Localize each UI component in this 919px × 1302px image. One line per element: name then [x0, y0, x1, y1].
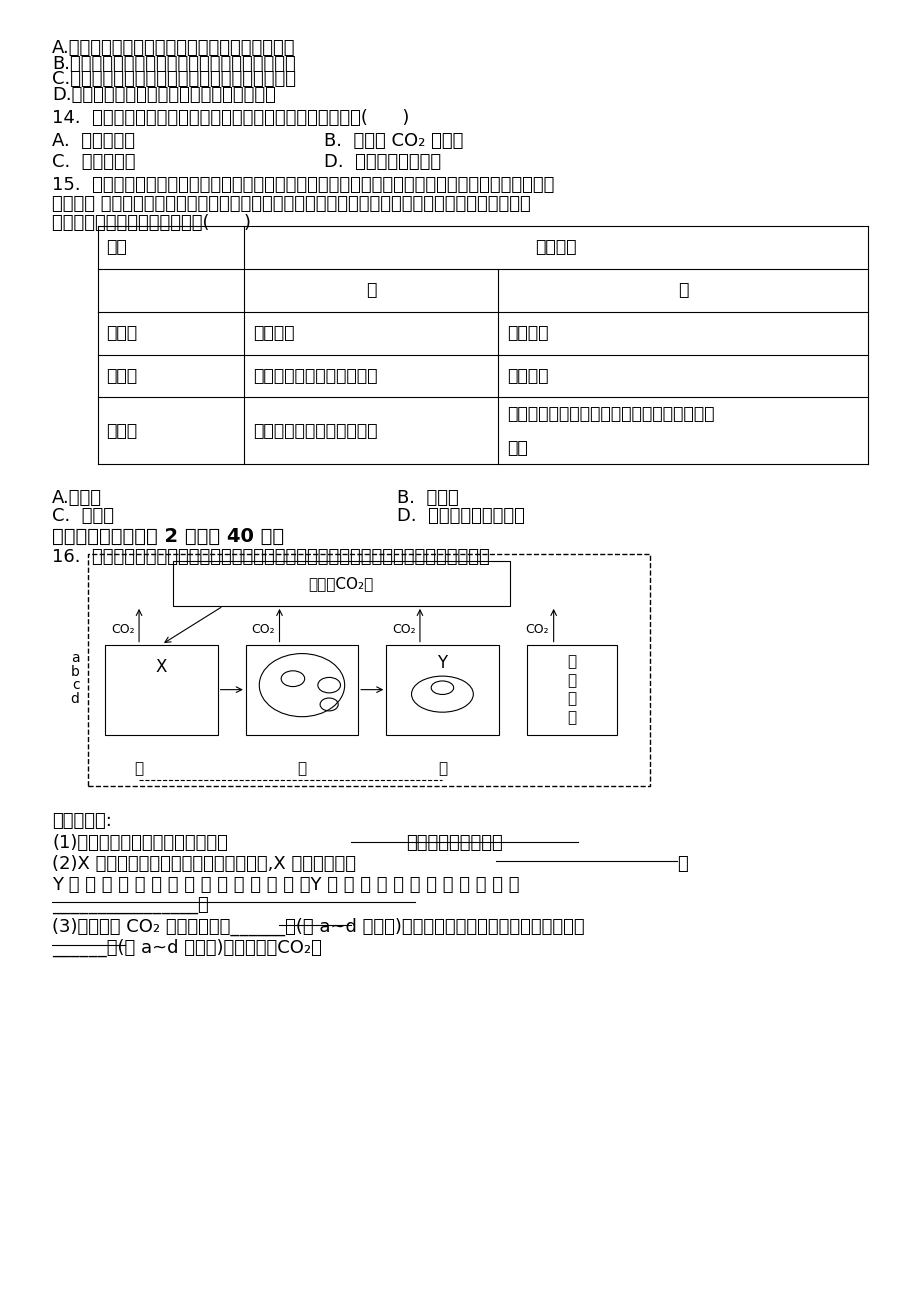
Text: C.  方案三: C. 方案三 — [52, 506, 114, 525]
Text: Y: Y — [437, 654, 447, 672]
Text: 方案三: 方案三 — [107, 422, 138, 440]
Text: ；: ； — [676, 854, 687, 872]
Text: 乙: 乙 — [297, 760, 306, 776]
Text: 丙: 丙 — [437, 760, 447, 776]
Text: CO₂: CO₂ — [251, 622, 275, 635]
Text: 件下: 件下 — [506, 439, 528, 457]
Text: 所示。哪种实验方案能达到目的(      ): 所示。哪种实验方案能达到目的( ) — [52, 215, 251, 232]
Text: b: b — [71, 664, 79, 678]
Text: 甲: 甲 — [366, 281, 376, 299]
Text: 二、填空题：（每题 2 分，共 40 分）: 二、填空题：（每题 2 分，共 40 分） — [52, 527, 284, 547]
Text: D.沼气池中的微生物也是该生态系统的分解者: D.沼气池中的微生物也是该生态系统的分解者 — [52, 86, 276, 104]
Text: A.微生物也能利用农作物通过光合作用储存的能量: A.微生物也能利用农作物通过光合作用储存的能量 — [52, 39, 295, 57]
Text: 化
学
燃
料: 化 学 燃 料 — [566, 654, 575, 725]
Text: 16.  （易）下图为生态系统碳循环示意图，其中甲、乙、丙表示生态系统中的三种成分。: 16. （易）下图为生态系统碳循环示意图，其中甲、乙、丙表示生态系统中的三种成分… — [52, 548, 490, 566]
Bar — [526, 644, 616, 734]
Text: 14.  （易）从物质循环的角度看，人体内的碳元素根本来源于(      ): 14. （易）从物质循环的角度看，人体内的碳元素根本来源于( ) — [52, 108, 409, 126]
Bar — [386, 644, 498, 734]
Text: ________________。: ________________。 — [52, 896, 209, 914]
Text: 自然条件: 自然条件 — [506, 324, 548, 342]
Text: 自然条件: 自然条件 — [506, 367, 548, 385]
Text: (1)生态系统的碳循环是指碳元素在: (1)生态系统的碳循环是指碳元素在 — [52, 833, 228, 852]
Bar — [245, 644, 357, 734]
Text: X: X — [155, 658, 167, 676]
Text: D.  非生物环境中的碳: D. 非生物环境中的碳 — [323, 152, 441, 171]
Text: C.  燃料中的碳: C. 燃料中的碳 — [52, 152, 136, 171]
Text: B.  大气中 CO₂ 中的碳: B. 大气中 CO₂ 中的碳 — [323, 132, 463, 150]
Text: 无菌条件: 无菌条件 — [253, 324, 294, 342]
Text: 15.  （易）某生物兴趣小组的同学为证明某细菌对植物树叶的分解作用，分别提出三种实验方案。其共: 15. （易）某生物兴趣小组的同学为证明某细菌对植物树叶的分解作用，分别提出三种… — [52, 176, 554, 194]
Text: 序号: 序号 — [107, 238, 127, 256]
Text: C.沼渣、沼液作为肥料还田，使能量能够循环利用: C.沼渣、沼液作为肥料还田，使能量能够循环利用 — [52, 70, 296, 89]
Text: CO₂: CO₂ — [525, 622, 549, 635]
Bar — [106, 644, 218, 734]
Text: 之间不断循环的过程: 之间不断循环的过程 — [405, 833, 502, 852]
Text: 方案二: 方案二 — [107, 367, 138, 385]
Text: ______处(在 a~d 中选择)可以分解为CO₂。: ______处(在 a~d 中选择)可以分解为CO₂。 — [52, 939, 322, 957]
Text: 先灭菌，然后接种某种细菌，最后置于适宜条: 先灭菌，然后接种某种细菌，最后置于适宜条 — [506, 405, 714, 423]
Bar — [173, 561, 509, 605]
Text: CO₂: CO₂ — [111, 622, 134, 635]
Text: d: d — [71, 691, 79, 706]
Text: 请据图回答:: 请据图回答: — [52, 812, 112, 829]
Text: a: a — [71, 651, 79, 665]
Text: (3)大气中的 CO₂ 在甲中图示的______处(在 a~d 中选择)合成有机物；含碳有机物在甲中图示的: (3)大气中的 CO₂ 在甲中图示的______处(在 a~d 中选择)合成有机… — [52, 918, 584, 936]
Text: 实验处理: 实验处理 — [535, 238, 576, 256]
Bar — [88, 555, 650, 786]
Text: CO₂: CO₂ — [391, 622, 415, 635]
Text: 方案一: 方案一 — [107, 324, 138, 342]
Text: B.  方案二: B. 方案二 — [396, 488, 458, 506]
Text: 先灭菌，再放于适宜条件下: 先灭菌，再放于适宜条件下 — [253, 367, 377, 385]
Text: 乙: 乙 — [677, 281, 687, 299]
Text: A.  食物中的碳: A. 食物中的碳 — [52, 132, 135, 150]
Text: c: c — [72, 678, 79, 693]
Text: B.多途径利用农作物可提高该系统的能量利用效率: B.多途径利用农作物可提高该系统的能量利用效率 — [52, 55, 296, 73]
Text: D.  三个方案都不能达到: D. 三个方案都不能达到 — [396, 506, 524, 525]
Text: 同之处是 将同一种树的落叶分成甲、乙两等份，实验过程保持树叶湿润，其他实验条件和步骤如下表: 同之处是 将同一种树的落叶分成甲、乙两等份，实验过程保持树叶湿润，其他实验条件和… — [52, 195, 530, 214]
Text: Y 的 细 胞 结 构 与 丙 中 图 示 生 物 不 同 ，Y 的 细 胞 结 构 最 主 要 的 特 点 是: Y 的 细 胞 结 构 与 丙 中 图 示 生 物 不 同 ，Y 的 细 胞 结… — [52, 876, 519, 894]
Text: (2)X 与甲中图示生物类群的能量来源不同,X 代表的生物为: (2)X 与甲中图示生物类群的能量来源不同,X 代表的生物为 — [52, 854, 356, 872]
Text: 大气中CO₂库: 大气中CO₂库 — [309, 575, 373, 591]
Text: 先灭菌，再放于适宜条件下: 先灭菌，再放于适宜条件下 — [253, 422, 377, 440]
Text: 甲: 甲 — [134, 760, 143, 776]
Text: A.方案一: A.方案一 — [52, 488, 102, 506]
